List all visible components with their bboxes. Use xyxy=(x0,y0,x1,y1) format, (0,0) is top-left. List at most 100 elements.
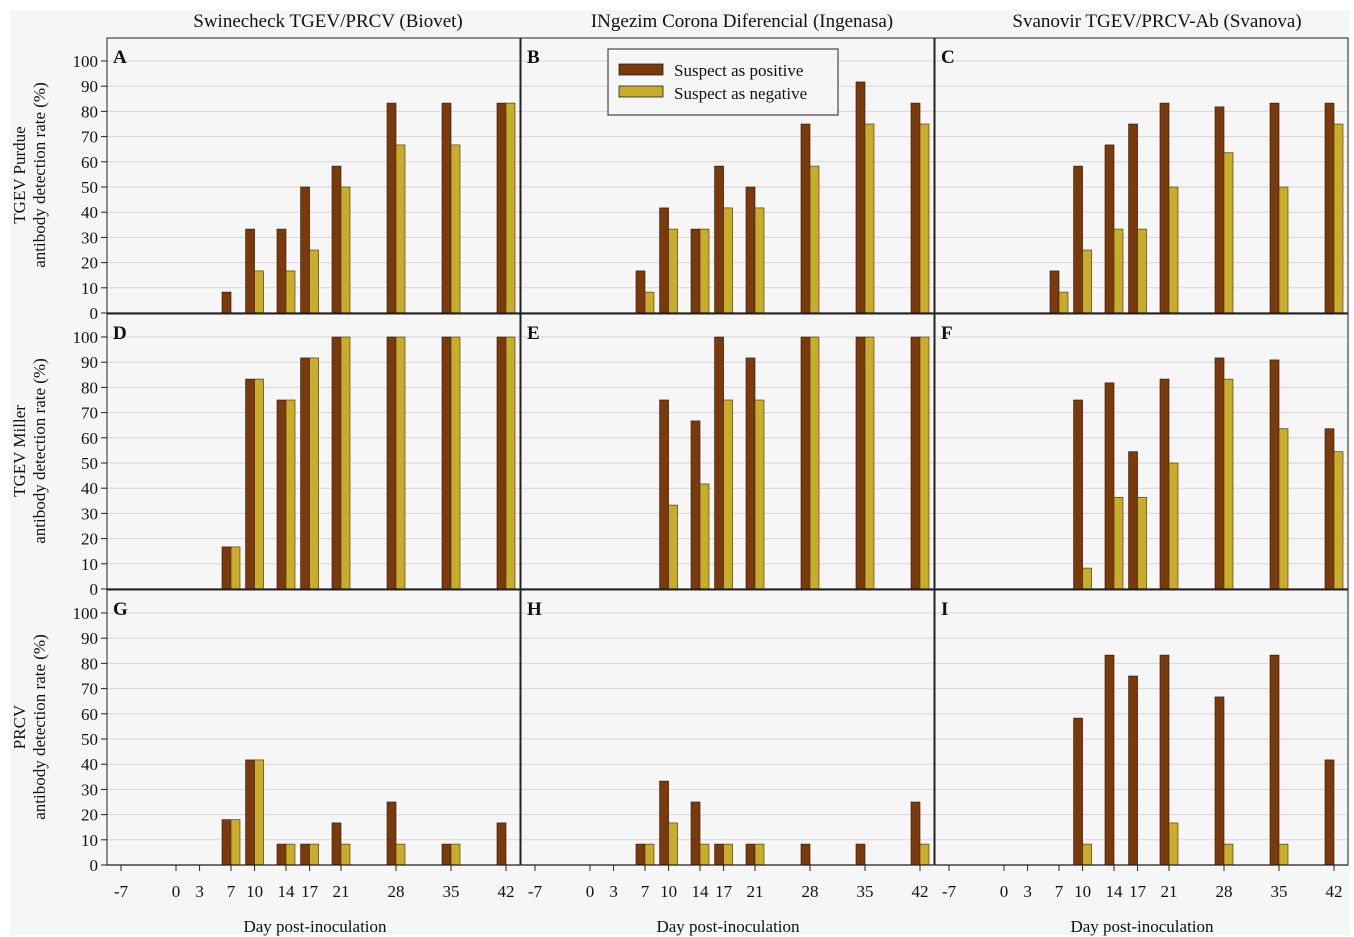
row-label-3-line1: PRCV xyxy=(10,704,29,749)
bar-positive xyxy=(1269,102,1280,314)
bar-negative xyxy=(864,123,875,314)
bar-positive xyxy=(386,102,397,314)
y-tick-label: 80 xyxy=(81,654,98,673)
bar-negative xyxy=(1082,567,1092,590)
bar-positive xyxy=(800,336,811,590)
bar-positive xyxy=(386,336,397,590)
row-label-2-line2: antibody detection rate (%) xyxy=(30,358,49,544)
bar-negative xyxy=(450,336,461,590)
bar-positive xyxy=(245,759,255,866)
y-tick-label: 40 xyxy=(81,203,98,222)
panel-D: 0 10 20 30 40 50 60 70 80 90 100 D xyxy=(73,313,521,599)
x-tick-label: 17 xyxy=(1129,882,1147,901)
legend-label-positive: Suspect as positive xyxy=(674,61,803,80)
x-tick-label: 14 xyxy=(692,882,710,901)
bar-positive xyxy=(1104,382,1115,590)
panel-E: E xyxy=(520,313,935,590)
panel-G-background xyxy=(107,590,520,865)
x-axis-title-3: Day post-inoculation xyxy=(1070,917,1214,936)
bar-negative xyxy=(395,336,406,590)
bar-positive xyxy=(690,801,701,866)
x-tick-label: 21 xyxy=(1161,882,1178,901)
bar-positive xyxy=(1104,654,1115,866)
x-tick-label: 10 xyxy=(246,882,263,901)
x-tick-label: 42 xyxy=(498,882,515,901)
bar-negative xyxy=(723,399,733,590)
bar-negative xyxy=(1168,462,1179,590)
bar-negative xyxy=(230,819,241,866)
bar-negative xyxy=(919,843,930,866)
panel-I: -7 0 3 7 10 14 17 21 28 35 42 I xyxy=(934,589,1349,901)
y-tick-label: 90 xyxy=(81,77,98,96)
x-axis-title-2: Day post-inoculation xyxy=(656,917,800,936)
row-label-1-line2: antibody detection rate (%) xyxy=(30,82,49,268)
bar-negative xyxy=(723,207,733,314)
bar-negative xyxy=(723,843,733,866)
bar-negative xyxy=(1137,496,1147,590)
bar-positive xyxy=(331,822,342,866)
panel-F: F xyxy=(934,313,1349,590)
bar-positive xyxy=(441,336,452,590)
bar-positive xyxy=(690,420,701,590)
legend-swatch-negative xyxy=(618,85,664,98)
panel-H-border xyxy=(520,589,935,866)
bar-negative xyxy=(1168,822,1179,866)
x-tick-label: 21 xyxy=(333,882,350,901)
x-tick-label: 14 xyxy=(278,882,296,901)
bar-negative xyxy=(754,207,765,314)
bar-negative xyxy=(1278,843,1289,866)
y-tick-label: 90 xyxy=(81,353,98,372)
bar-negative xyxy=(919,123,930,314)
bar-positive xyxy=(1269,654,1280,866)
x-tick-label: 10 xyxy=(1074,882,1091,901)
y-tick-label: 70 xyxy=(81,404,98,423)
bar-negative xyxy=(809,165,820,314)
bar-negative xyxy=(1278,186,1289,314)
bar-positive xyxy=(1324,759,1335,866)
bar-positive xyxy=(1269,359,1280,590)
y-tick-label: 60 xyxy=(81,429,98,448)
column-title-1: Swinecheck TGEV/PRCV (Biovet) xyxy=(193,11,463,32)
bar-negative xyxy=(340,336,351,590)
bar-positive xyxy=(635,270,646,314)
x-axis-title-1: Day post-inoculation xyxy=(243,917,387,936)
bar-negative xyxy=(340,843,351,866)
bar-positive xyxy=(745,357,756,590)
x-tick-label: 17 xyxy=(301,882,319,901)
y-tick-label: 0 xyxy=(90,304,99,323)
bar-positive xyxy=(300,186,310,314)
bar-negative xyxy=(754,399,765,590)
bar-negative xyxy=(505,102,516,314)
panel-label: D xyxy=(113,323,127,344)
column-title-2: INgezim Corona Diferencial (Ingenasa) xyxy=(591,11,893,32)
y-tick-label: 100 xyxy=(73,52,99,71)
bar-positive xyxy=(659,399,669,590)
x-tick-label: 28 xyxy=(388,882,405,901)
bar-negative xyxy=(919,336,930,590)
y-tick-label: 90 xyxy=(81,629,98,648)
bar-positive xyxy=(855,336,866,590)
x-tick-label: 10 xyxy=(660,882,677,901)
panel-B-border xyxy=(520,37,935,314)
bar-negative xyxy=(285,843,296,866)
y-tick-label: 10 xyxy=(81,555,98,574)
panel-G-border xyxy=(106,589,521,866)
y-tick-label: 0 xyxy=(90,856,99,875)
bar-negative xyxy=(699,843,710,866)
y-tick-label: 50 xyxy=(81,454,98,473)
x-tick-label: 7 xyxy=(227,882,236,901)
bar-positive xyxy=(1073,399,1083,590)
bar-negative xyxy=(1223,843,1234,866)
bar-negative xyxy=(1223,152,1234,314)
bar-positive xyxy=(496,336,507,590)
bar-negative xyxy=(668,504,678,590)
bar-positive xyxy=(714,843,724,866)
bar-negative xyxy=(254,378,264,590)
bar-positive xyxy=(910,801,921,866)
x-tick-label: 3 xyxy=(1023,882,1032,901)
x-tick-label: 0 xyxy=(586,882,595,901)
bar-negative xyxy=(699,483,710,590)
panel-label: E xyxy=(527,323,540,344)
panel-label: H xyxy=(527,599,542,620)
